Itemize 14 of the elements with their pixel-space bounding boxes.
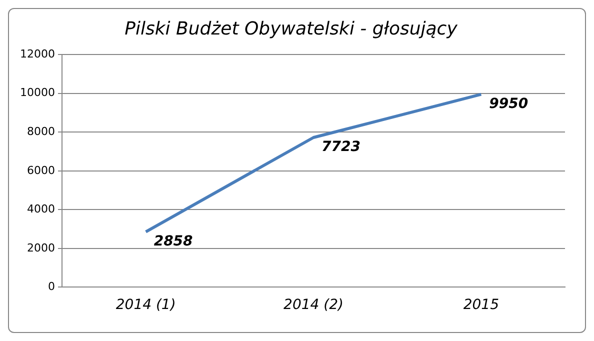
y-tick-label: 6000 (26, 164, 55, 177)
data-label: 7723 (321, 139, 360, 156)
y-tick-label: 0 (48, 280, 55, 294)
x-tick-label: 2015 (463, 297, 500, 314)
y-tick-label: 4000 (26, 202, 55, 216)
x-tick-label: 2014 (1) (116, 297, 176, 314)
x-tick-label: 2014 (2) (284, 297, 344, 314)
y-tick-label: 10000 (20, 86, 55, 100)
y-tick-label: 12000 (20, 47, 55, 60)
data-label: 2858 (154, 233, 194, 250)
chart-title: Pilski Budżet Obywatelski - głosujący (124, 18, 458, 40)
y-tick-label: 8000 (26, 124, 55, 138)
data-label: 9950 (489, 96, 528, 112)
y-tick-label: 2000 (26, 241, 55, 254)
